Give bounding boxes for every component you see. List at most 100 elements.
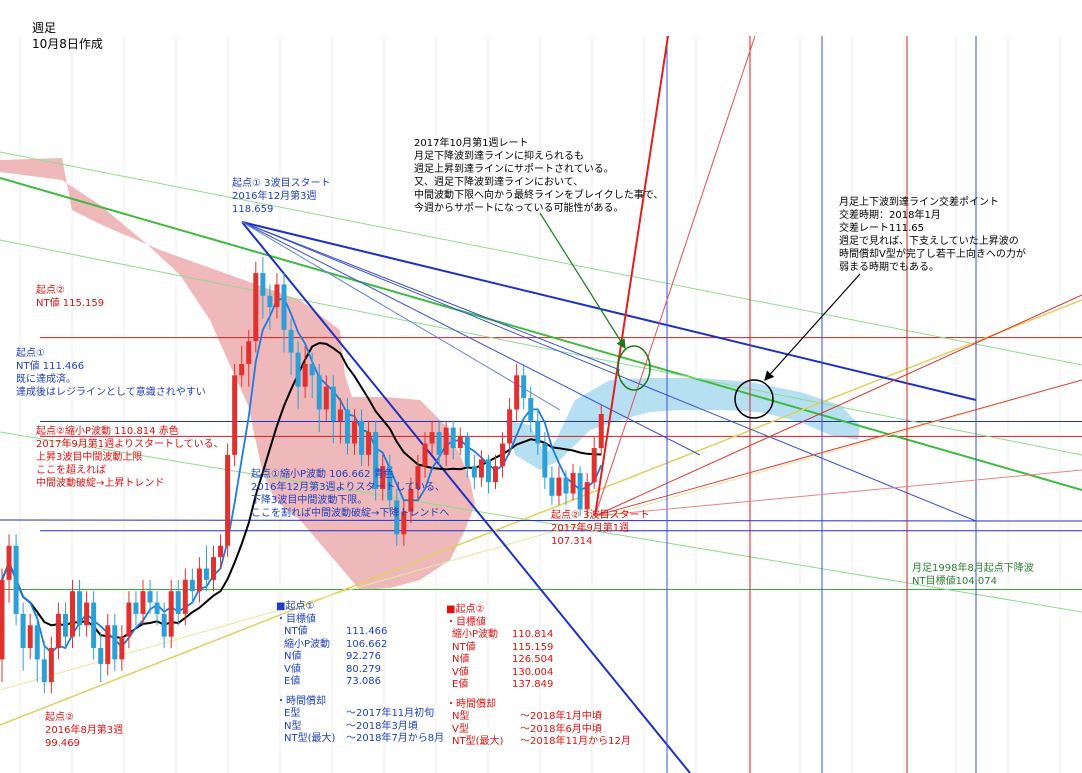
note-line: ここを超えれば bbox=[36, 465, 106, 476]
candle-up bbox=[126, 602, 132, 637]
note-line: 既に達成済。 bbox=[16, 374, 76, 385]
candles bbox=[0, 257, 604, 694]
note-line: 2016年8月第3週 bbox=[45, 725, 124, 736]
target-row: V値 130.004 bbox=[446, 667, 631, 680]
candle-up bbox=[140, 591, 146, 614]
note-line: 達成後はレジラインとして意識されやすい bbox=[16, 387, 206, 398]
candle-up bbox=[478, 459, 484, 478]
red-fan bbox=[594, 35, 669, 517]
note-line: 起点①縮小P波動 106.662 青色 bbox=[251, 469, 394, 480]
note-line: 2017年10月第1週レート bbox=[414, 138, 529, 149]
note-line: 交差時期：2018年1月 bbox=[839, 210, 941, 221]
target-value: 130.004 bbox=[512, 666, 554, 678]
candle-up bbox=[48, 648, 54, 683]
time-value: 〜2018年1月中頃 bbox=[520, 711, 602, 722]
leader-arrow bbox=[539, 212, 626, 350]
label-start1-small: 起点①縮小P波動 106.662 青色 2016年12月第3週よりスタートしてい… bbox=[251, 468, 449, 520]
note-line: 2017年9月第1週 bbox=[551, 523, 630, 534]
time-name: NT型(最大) bbox=[452, 736, 504, 747]
candle-down bbox=[77, 591, 83, 626]
time-value: 〜2018年11月から12月 bbox=[520, 736, 631, 747]
candle-down bbox=[563, 477, 569, 494]
candle-down bbox=[450, 427, 456, 449]
candle-down bbox=[62, 613, 68, 637]
note-line: 起点① bbox=[16, 348, 45, 359]
target-row: E値 137.849 bbox=[446, 679, 631, 692]
candle-up bbox=[570, 473, 576, 494]
candle-down bbox=[387, 466, 393, 501]
candle-up bbox=[225, 454, 231, 546]
candle-up bbox=[232, 375, 238, 455]
candle-up bbox=[401, 511, 407, 535]
candle-up bbox=[415, 466, 421, 489]
candle-up bbox=[422, 443, 428, 467]
candle-up bbox=[105, 625, 111, 664]
note-line: 今週からサポートになっている可能性がある。 bbox=[414, 203, 624, 214]
note-line: 下降3波目中間波動下限。 bbox=[251, 495, 368, 506]
candle-up bbox=[429, 432, 435, 444]
green-trend bbox=[0, 177, 1082, 491]
note-line: 起点② bbox=[45, 712, 74, 723]
target-value: 110.814 bbox=[512, 629, 554, 640]
time-value: 〜2018年6月中頃 bbox=[520, 723, 602, 735]
moving-average-short bbox=[1, 297, 603, 654]
candle-down bbox=[373, 432, 379, 489]
page-subtitle: 10月8日作成 bbox=[32, 37, 103, 51]
candle-down bbox=[549, 477, 555, 496]
time-value: 〜2018年3月頃 bbox=[346, 720, 418, 732]
target-row: 縮小P波動 110.814 bbox=[446, 629, 631, 642]
note-line: NT値 115.159 bbox=[36, 298, 105, 309]
target-row: N値 92.276 bbox=[276, 651, 444, 664]
candle-down bbox=[485, 459, 491, 483]
candle-up bbox=[218, 545, 224, 558]
time-row: N型 〜2018年3月頃 bbox=[276, 721, 444, 734]
note-line: 月足上下波到達ライン交差ポイント bbox=[839, 197, 999, 208]
time-name: E型 bbox=[284, 708, 301, 719]
green-trend-lower bbox=[0, 239, 1082, 456]
candle-down bbox=[521, 375, 527, 399]
time-row: E型 〜2017年11月初旬 bbox=[276, 708, 444, 721]
candle-down bbox=[260, 273, 266, 296]
candle-up bbox=[514, 375, 520, 410]
candle-down bbox=[535, 420, 541, 444]
candle-up bbox=[500, 443, 506, 467]
candle-up bbox=[211, 557, 216, 580]
note-line: 中間波動下限へ向かう最終ラインをブレイクした事で、 bbox=[414, 190, 664, 201]
target-value: 106.662 bbox=[346, 638, 388, 650]
candle-up bbox=[253, 273, 259, 342]
time-name: N型 bbox=[452, 711, 470, 722]
target-value: 80.279 bbox=[346, 663, 381, 675]
candle-down bbox=[147, 591, 153, 603]
note-line: 2017年9月第1週よりスタートしている、 bbox=[36, 439, 224, 450]
level-line bbox=[0, 519, 1082, 522]
target-name: 縮小P波動 bbox=[284, 638, 331, 650]
yellow-trend bbox=[0, 299, 1082, 726]
label-start2-small: 起点②縮小P波動 110.814 赤色 2017年9月第1週よりスタートしている… bbox=[36, 425, 224, 490]
note-line: NT目標値104.074 bbox=[912, 576, 997, 587]
annotation-shapes bbox=[539, 212, 861, 419]
candle-down bbox=[577, 473, 583, 510]
candle-down bbox=[175, 591, 181, 614]
highlight-circle-black bbox=[734, 379, 774, 419]
note-cross-point: 月足上下波到達ライン交差ポイント 交差時期：2018年1月 交差レート111.6… bbox=[839, 196, 1026, 274]
note-line: 交差レート111.65 bbox=[839, 223, 924, 234]
time-value: 〜2018年7月から8月 bbox=[346, 733, 445, 744]
red-fan bbox=[594, 35, 756, 517]
candle-up bbox=[457, 436, 463, 449]
candle-down bbox=[267, 295, 273, 308]
candle-up bbox=[274, 284, 280, 308]
chart-title-block: 週足 10月8日作成 bbox=[32, 20, 103, 52]
note-line: 月足下降波到達ラインに抑えられるも bbox=[414, 151, 584, 162]
note-2017-oct: 2017年10月第1週レート 月足下降波到達ラインに抑えられるも 週足上昇到達ラ… bbox=[414, 137, 663, 215]
candle-up bbox=[493, 466, 498, 483]
label-start2-bottom: 起点② 2016年8月第3週 99.469 bbox=[45, 711, 123, 750]
highlight-circle-green bbox=[617, 345, 651, 391]
candle-up bbox=[507, 409, 513, 444]
targets-start2: ■起点② ・目標値 縮小P波動 110.814 NT値 115.159 N値 126.… bbox=[446, 604, 631, 749]
candle-down bbox=[189, 579, 195, 592]
target-value: 111.466 bbox=[346, 626, 388, 637]
candle-down bbox=[436, 432, 442, 455]
candle-down bbox=[34, 625, 40, 660]
target-name: 縮小P波動 bbox=[452, 629, 499, 640]
candle-up bbox=[443, 427, 449, 455]
